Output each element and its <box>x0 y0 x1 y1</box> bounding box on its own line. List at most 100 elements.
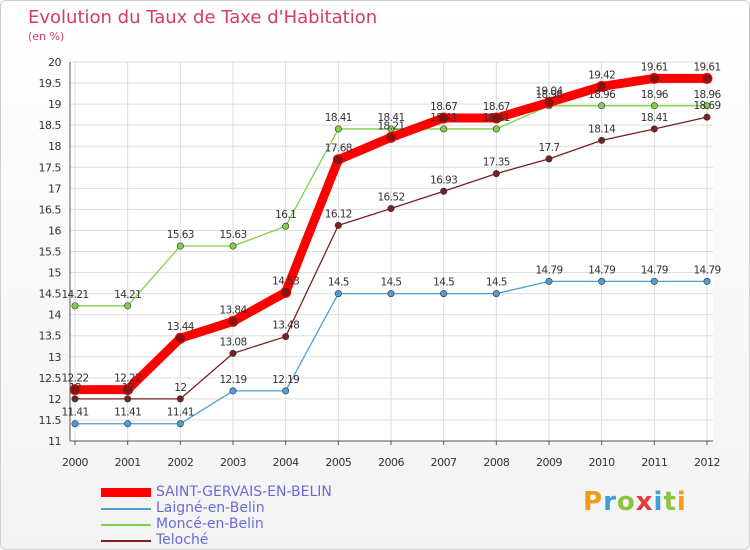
logo-letter: r <box>603 487 617 517</box>
chart-subtitle: (en %) <box>28 30 65 43</box>
data-label: 18.96 <box>588 89 616 101</box>
data-label: 15.63 <box>167 229 194 241</box>
x-tick-label: 2012 <box>694 456 720 469</box>
data-label: 16.93 <box>430 174 457 186</box>
data-point <box>596 80 608 92</box>
data-point <box>227 315 239 327</box>
data-label: 13.08 <box>219 336 246 348</box>
legend-label: SAINT-GERVAIS-EN-BELIN <box>156 484 332 500</box>
logo-letter: x <box>635 487 654 517</box>
legend-label: Moncé-en-Belin <box>156 516 264 532</box>
data-point <box>71 395 79 403</box>
y-tick-label: 13 <box>48 351 61 364</box>
data-point <box>440 290 448 298</box>
data-point <box>69 384 81 396</box>
y-tick-label: 17 <box>48 182 61 195</box>
data-label: 18.67 <box>430 101 457 113</box>
logo-letter: o <box>616 487 636 517</box>
y-tick-label: 16.5 <box>39 203 62 216</box>
data-label: 15.63 <box>219 229 246 241</box>
x-tick-label: 2003 <box>220 456 246 469</box>
data-label: 17.7 <box>539 142 560 154</box>
data-label: 12.22 <box>61 373 88 385</box>
data-point <box>229 387 237 395</box>
y-tick-label: 12 <box>48 393 61 406</box>
data-point <box>387 290 395 298</box>
data-label: 19.61 <box>693 61 720 73</box>
data-label: 14.5 <box>433 277 454 289</box>
data-point <box>545 155 553 163</box>
data-label: 14.53 <box>272 275 299 287</box>
y-tick-label: 15.5 <box>39 246 62 259</box>
data-point <box>332 154 344 166</box>
x-tick-label: 2006 <box>378 456 404 469</box>
data-point <box>334 221 342 229</box>
y-tick-label: 11 <box>48 435 61 448</box>
data-point <box>650 277 658 285</box>
data-point <box>492 125 500 133</box>
data-point <box>229 242 237 250</box>
data-point <box>650 102 658 110</box>
data-point <box>440 125 448 133</box>
data-point <box>701 72 713 84</box>
data-label: 12 <box>174 382 186 394</box>
data-label: 18.41 <box>377 112 404 124</box>
data-label: 12.22 <box>114 373 141 385</box>
y-tick-label: 14 <box>48 309 61 322</box>
data-point <box>385 131 397 143</box>
y-tick-label: 18.5 <box>39 119 62 132</box>
data-label: 18.69 <box>693 100 720 112</box>
proxiti-logo: Proxiti <box>583 487 687 517</box>
data-point <box>703 102 711 110</box>
data-label: 18.41 <box>483 112 510 124</box>
data-label: 13.48 <box>272 320 299 332</box>
data-point <box>229 349 237 357</box>
data-point <box>334 290 342 298</box>
data-label: 11.41 <box>114 407 141 419</box>
data-point <box>176 242 184 250</box>
data-label: 18.67 <box>483 101 510 113</box>
data-label: 19.04 <box>535 85 563 97</box>
data-point <box>492 290 500 298</box>
data-label: 18.96 <box>641 89 669 101</box>
data-label: 14.21 <box>61 289 88 301</box>
y-tick-label: 19 <box>48 98 61 111</box>
data-point <box>650 125 658 133</box>
y-tick-label: 14.5 <box>39 288 62 301</box>
logo-letter: t <box>663 487 677 517</box>
data-point <box>176 395 184 403</box>
data-point <box>598 102 606 110</box>
data-label: 14.79 <box>641 264 668 276</box>
x-tick-label: 2001 <box>115 456 141 469</box>
data-point <box>438 112 450 124</box>
x-tick-label: 2009 <box>536 456 562 469</box>
data-label: 12 <box>69 382 81 394</box>
data-label: 14.79 <box>535 264 562 276</box>
data-point <box>492 170 500 178</box>
data-label: 14.5 <box>486 277 507 289</box>
logo-letter: P <box>583 487 604 517</box>
data-point <box>440 187 448 195</box>
logo-letter: i <box>676 487 687 517</box>
data-label: 18.21 <box>377 120 404 132</box>
y-tick-label: 17.5 <box>39 161 62 174</box>
data-label: 18.14 <box>588 123 616 135</box>
data-point <box>174 332 186 344</box>
data-label: 17.35 <box>483 157 510 169</box>
y-tick-label: 20 <box>48 56 61 69</box>
data-label: 18.41 <box>325 112 352 124</box>
data-point <box>124 302 132 310</box>
y-tick-label: 11.5 <box>39 414 62 427</box>
data-point <box>598 277 606 285</box>
data-label: 19.61 <box>641 61 668 73</box>
legend-swatch <box>101 488 151 497</box>
chart-title: Evolution du Taux de Taxe d'Habitation <box>28 7 378 28</box>
x-tick-label: 2007 <box>431 456 457 469</box>
legend-label: Laigné-en-Belin <box>156 500 265 516</box>
y-tick-label: 18 <box>48 140 61 153</box>
data-label: 16.12 <box>325 208 352 220</box>
data-label: 12.19 <box>272 374 299 386</box>
data-point <box>124 420 132 428</box>
